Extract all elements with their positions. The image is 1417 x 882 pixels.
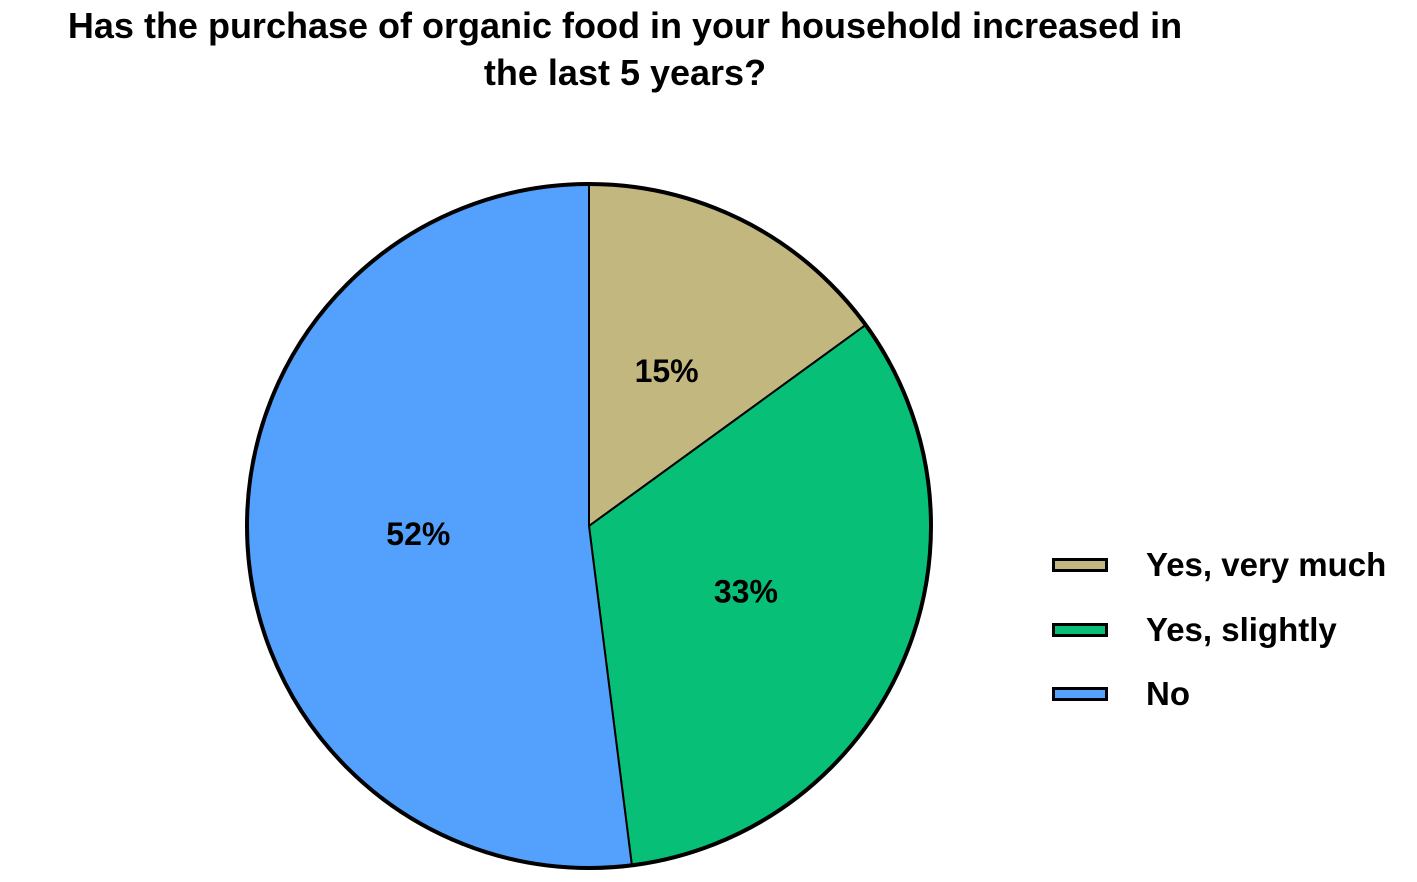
legend-label: Yes, very much	[1146, 546, 1387, 584]
legend-swatch	[1052, 687, 1108, 702]
pie-slices	[245, 182, 932, 869]
legend-label: Yes, slightly	[1146, 610, 1337, 648]
pie-outline	[245, 182, 933, 870]
legend-label: No	[1146, 675, 1190, 713]
slice-label-yes-slightly: 33%	[714, 573, 778, 609]
slice-label-no: 52%	[386, 516, 450, 552]
chart-title-line-2: the last 5 years?	[483, 52, 767, 93]
legend-item: No	[1052, 662, 1386, 727]
chart-title: Has the purchase of organic food in your…	[0, 2, 1250, 96]
slice-label-yes-very-much: 15%	[635, 353, 699, 389]
legend: Yes, very much Yes, slightly No	[1052, 533, 1386, 727]
legend-item: Yes, very much	[1052, 533, 1386, 598]
legend-swatch	[1052, 622, 1108, 637]
legend-swatch	[1052, 558, 1108, 573]
pie-labels: 15% 33% 52%	[386, 353, 778, 609]
legend-item: Yes, slightly	[1052, 598, 1386, 663]
chart-title-line-1: Has the purchase of organic food in your…	[67, 5, 1183, 46]
